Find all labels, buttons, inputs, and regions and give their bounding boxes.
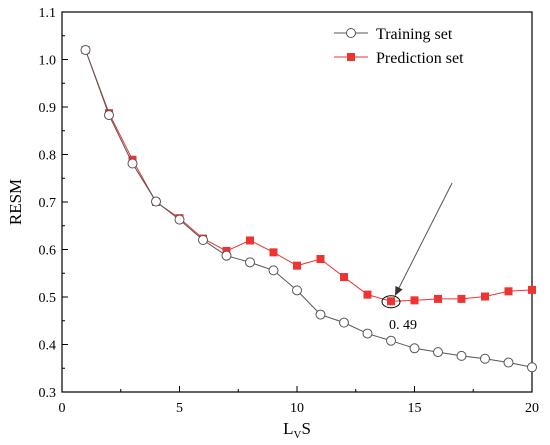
- annotation-ellipse: [381, 295, 401, 309]
- x-tick-label: 10: [290, 401, 304, 416]
- prediction-point: [528, 285, 536, 294]
- training-point: [245, 257, 255, 268]
- y-tick-label: 0.6: [39, 244, 57, 259]
- x-tick-label: 20: [525, 401, 539, 416]
- annotation-label: 0. 49: [389, 318, 417, 333]
- series-line-prediction: [85, 49, 533, 302]
- y-tick-label: 0.4: [39, 339, 57, 354]
- training-point: [386, 335, 396, 346]
- y-tick-label: 1.0: [39, 54, 57, 69]
- training-point: [268, 265, 279, 276]
- prediction-point: [481, 292, 489, 301]
- training-point: [104, 110, 114, 121]
- training-point: [339, 317, 349, 328]
- prediction-point: [457, 294, 466, 303]
- prediction-point: [363, 290, 372, 299]
- y-tick-label: 0.5: [39, 291, 57, 306]
- legend-marker-prediction: [347, 53, 355, 61]
- training-point: [409, 343, 420, 354]
- training-point: [127, 158, 138, 169]
- training-point: [174, 214, 185, 225]
- training-point: [292, 285, 302, 296]
- prediction-point: [293, 261, 301, 270]
- legend-label: Prediction set: [376, 50, 464, 67]
- y-tick-label: 0.3: [39, 386, 57, 401]
- x-tick-label: 0: [59, 401, 66, 416]
- plot-frame: [61, 11, 533, 393]
- plot-area: 0 5 10 15 20 0.3 0.4 0.5 0.6 0.7 0.8 0.9 1.0 1.1 LVS RE…: [6, 6, 539, 441]
- training-point: [456, 350, 467, 361]
- prediction-point: [316, 255, 325, 263]
- y-tick-label: 1.1: [39, 6, 57, 21]
- prediction-point: [387, 297, 395, 306]
- prediction-point: [246, 236, 254, 245]
- x-axis-label: LVS: [283, 419, 311, 441]
- training-point: [503, 357, 514, 368]
- training-point: [151, 196, 161, 207]
- y-tick-label: 0.9: [39, 101, 57, 116]
- training-point: [315, 309, 326, 320]
- legend-marker-training: [346, 28, 356, 38]
- y-tick-label: 0.8: [39, 149, 57, 164]
- y-axis-label: RESM: [6, 179, 25, 225]
- training-point: [527, 362, 537, 373]
- annotation-arrow-head: [395, 285, 403, 296]
- training-point: [80, 45, 91, 55]
- legend-label: Training set: [376, 26, 453, 43]
- training-point: [480, 353, 490, 364]
- prediction-point: [340, 273, 348, 282]
- x-tick-label: 15: [408, 401, 422, 416]
- x-tick-label: 5: [176, 401, 183, 416]
- prediction-point: [434, 294, 442, 303]
- training-point: [198, 235, 208, 245]
- y-tick-label: 0.7: [39, 196, 57, 211]
- training-point: [433, 347, 443, 358]
- training-point: [221, 250, 232, 261]
- training-point: [362, 328, 373, 339]
- prediction-point: [410, 296, 419, 305]
- annotation-arrow: [394, 182, 453, 296]
- prediction-point: [269, 248, 278, 257]
- prediction-point: [504, 287, 513, 296]
- series-line-training: [85, 49, 533, 368]
